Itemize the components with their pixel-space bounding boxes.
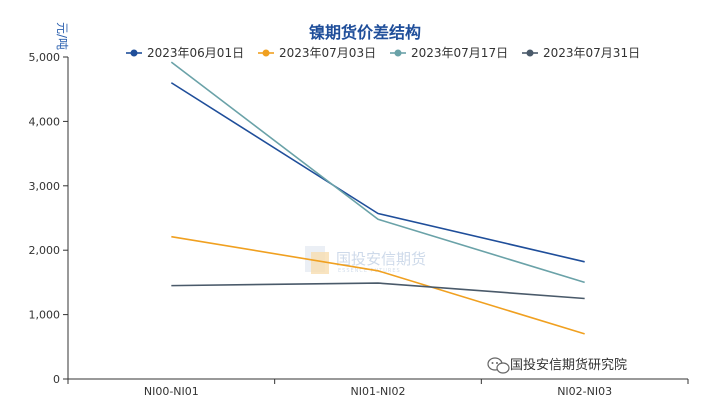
watermark-text: 国投安信期货 bbox=[336, 250, 426, 268]
legend-swatch-marker bbox=[526, 49, 534, 57]
credit-text: 国投安信期货研究院 bbox=[510, 357, 627, 373]
series-line-2 bbox=[170, 61, 585, 284]
x-tick-label: NI01-NI02 bbox=[351, 385, 406, 398]
legend: 2023年06月01日 2023年07月03日 2023年07月17日 2023年07… bbox=[126, 46, 640, 60]
watermark-subtext: ESSENCE FUTURES bbox=[338, 268, 401, 274]
y-tick-label: 3,000 bbox=[29, 180, 61, 193]
source-credit: 国投安信期货研究院 bbox=[487, 357, 627, 374]
legend-label: 2023年06月01日 bbox=[147, 46, 244, 60]
axes: 0 1,000 2,000 3,000 4,000 5,000 NI00-NI01 NI01-… bbox=[29, 51, 689, 398]
y-tick-label: 1,000 bbox=[29, 309, 61, 322]
wechat-icon bbox=[487, 357, 510, 374]
y-tick-label: 5,000 bbox=[29, 51, 61, 64]
legend-label: 2023年07月03日 bbox=[279, 46, 376, 60]
watermark-logo-front bbox=[311, 252, 329, 274]
x-tick-label: NI00-NI01 bbox=[144, 385, 199, 398]
y-axis-unit: 元/吨 bbox=[55, 22, 69, 50]
legend-label: 2023年07月31日 bbox=[543, 46, 640, 60]
series-line-3 bbox=[171, 282, 585, 300]
x-tick-label: NI02-NI03 bbox=[557, 385, 612, 398]
chart-title: 镍期货价差结构 bbox=[309, 23, 421, 42]
legend-label: 2023年07月17日 bbox=[411, 46, 508, 60]
legend-swatch-marker bbox=[262, 49, 270, 57]
y-tick-label: 0 bbox=[53, 373, 60, 386]
series-lines bbox=[170, 61, 585, 335]
legend-swatch-marker bbox=[130, 49, 138, 57]
series-line-0 bbox=[170, 82, 585, 263]
y-tick-label: 4,000 bbox=[29, 115, 61, 128]
legend-swatch-marker bbox=[394, 49, 402, 57]
y-tick-label: 2,000 bbox=[29, 244, 61, 257]
series-line-1 bbox=[171, 235, 585, 335]
watermark: 国投安信期货 ESSENCE FUTURES bbox=[305, 246, 426, 274]
